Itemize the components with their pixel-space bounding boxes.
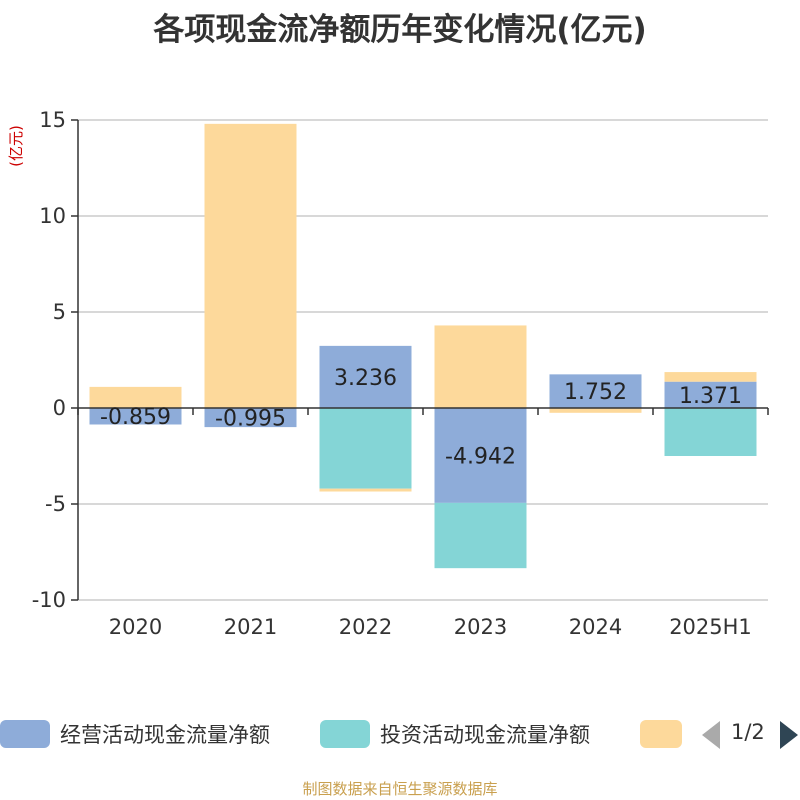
x-tick-label: 2020 (109, 615, 162, 639)
data-labels: -0.859 -0.995 3.236 -4.942 1.752 1.371 (100, 366, 742, 470)
data-label: -0.859 (100, 405, 171, 430)
grid-lines (78, 119, 768, 601)
legend-label-investing: 投资活动现金流量净额 (380, 723, 590, 747)
y-tick-label: 10 (39, 204, 66, 228)
bar-2024-series-2 (549, 408, 642, 413)
legend-pager: 1/2 (700, 716, 800, 752)
bar-2024-series-0 (549, 374, 642, 408)
bar-2021-series-0 (204, 408, 297, 428)
source-note: 制图数据来自恒生聚源数据库 (302, 780, 498, 798)
legend-swatch-investing (320, 720, 370, 748)
bar-2025H1-series-1 (664, 408, 757, 456)
legend: 经营活动现金流量净额 投资活动现金流量净额 1/2 (0, 716, 800, 752)
y-tick-label: -5 (45, 492, 66, 516)
chart-title: 各项现金流净额历年变化情况(亿元) (153, 12, 647, 48)
data-label: -4.942 (445, 444, 516, 469)
pager-next-icon[interactable] (780, 721, 798, 749)
bar-2023-series-1 (434, 502, 527, 569)
bar-2021-series-2 (204, 123, 297, 408)
x-tick-label: 2022 (339, 615, 392, 639)
legend-item-investing[interactable]: 投资活动现金流量净额 (320, 716, 590, 752)
axes: -10 -5 0 5 10 15 2020 2021 2022 2023 2024 2025H1 (32, 108, 769, 639)
pager-text: 1/2 (731, 720, 765, 744)
data-label: -0.995 (215, 407, 286, 432)
bar-2023-series-0 (434, 408, 527, 503)
y-tick-label: 0 (53, 396, 66, 420)
x-tick-label: 2024 (569, 615, 622, 639)
bar-2020-series-2 (89, 386, 182, 408)
x-tick-label: 2025H1 (669, 615, 752, 639)
legend-label-operating: 经营活动现金流量净额 (60, 723, 270, 747)
y-tick-label: 15 (39, 108, 66, 132)
y-tick-label: -10 (32, 588, 66, 612)
legend-swatch-operating (0, 720, 50, 748)
bar-2025H1-series-0 (664, 381, 757, 408)
legend-item-operating[interactable]: 经营活动现金流量净额 (0, 716, 270, 752)
pager-prev-icon[interactable] (702, 721, 720, 749)
x-tick-label: 2021 (224, 615, 277, 639)
y-tick-label: 5 (53, 300, 66, 324)
data-label: 3.236 (334, 366, 397, 391)
bar-2022-series-1 (319, 408, 412, 489)
bar-2025H1-series-2 (664, 372, 757, 382)
y-axis-label: (亿元) (7, 125, 25, 167)
bar-2020-series-0 (89, 408, 182, 425)
data-label: 1.371 (679, 384, 742, 409)
bars (89, 123, 757, 569)
bar-2022-series-2 (319, 488, 412, 492)
legend-item-financing[interactable] (640, 716, 682, 752)
x-tick-label: 2023 (454, 615, 507, 639)
bar-2022-series-0 (319, 345, 412, 408)
legend-swatch-financing (640, 720, 682, 748)
data-label: 1.752 (564, 380, 627, 405)
chart-area: -10 -5 0 5 10 15 2020 2021 2022 2023 2024 2025H1 -0… (7, 108, 769, 639)
bar-2023-series-2 (434, 325, 527, 408)
